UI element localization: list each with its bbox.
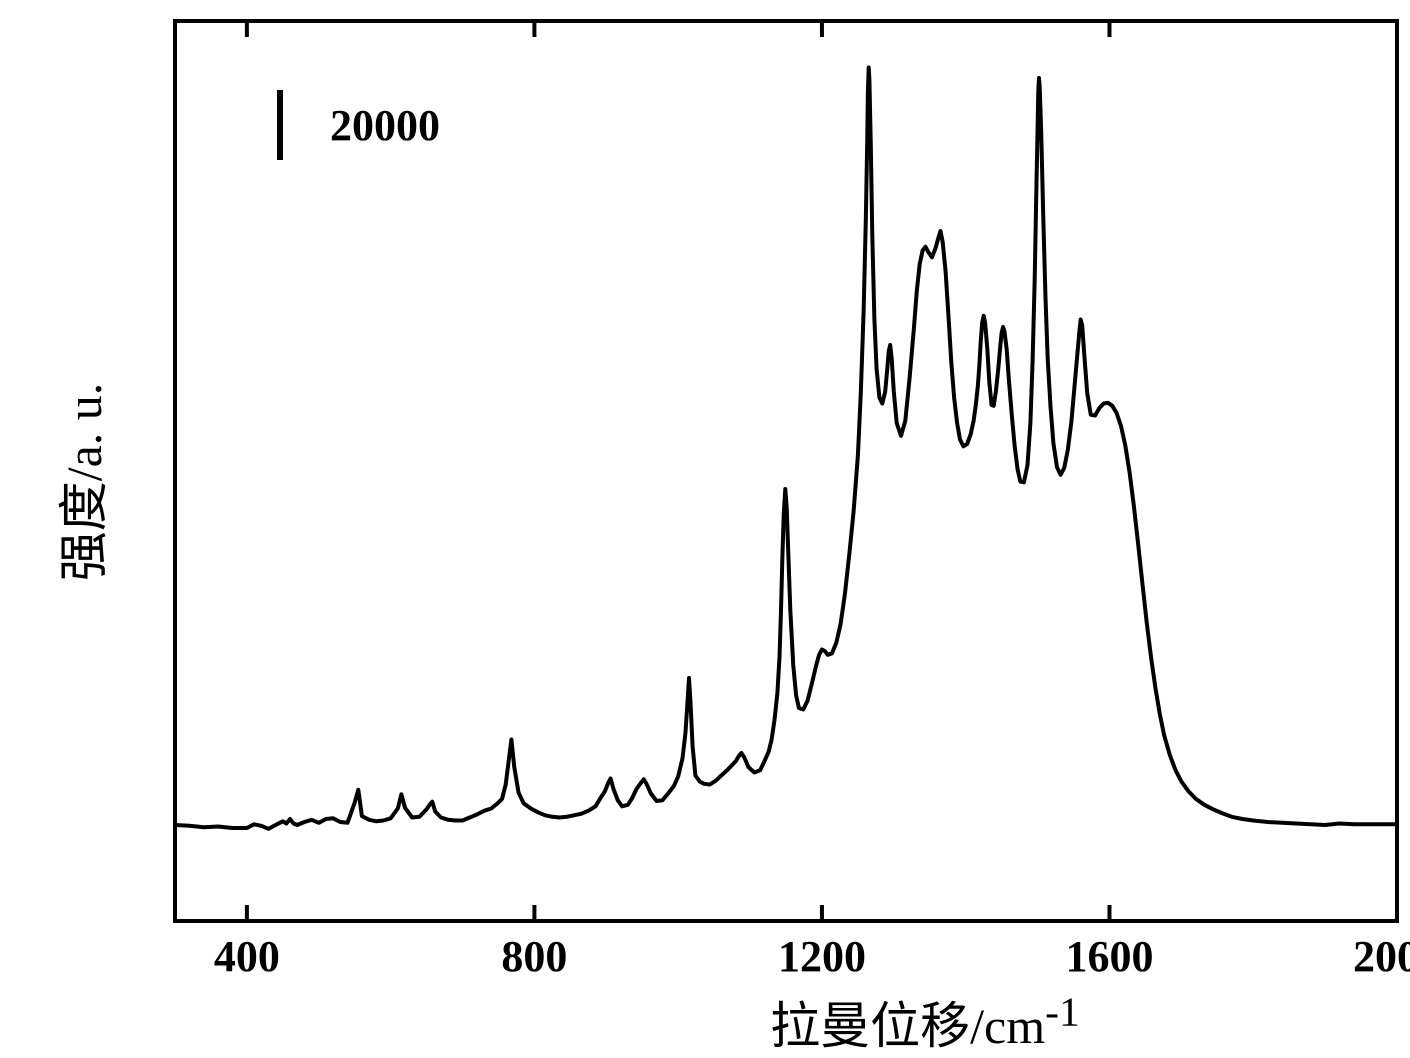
- x-tick-label: 800: [501, 931, 567, 982]
- raman-spectrum-figure: 强度/a. u. 拉曼位移/cm-1 20000 400 800 1200 1600 2…: [0, 0, 1410, 1051]
- chart-canvas: [0, 0, 1410, 1051]
- spectrum-trace: [175, 68, 1397, 829]
- x-tick-label: 2000: [1353, 931, 1410, 982]
- x-tick-label: 1600: [1065, 931, 1153, 982]
- x-tick-label: 400: [214, 931, 280, 982]
- x-axis-label: 拉曼位移/cm-1: [665, 986, 1185, 1058]
- plot-border: [175, 21, 1397, 921]
- x-axis-label-superscript: -1: [1045, 989, 1080, 1035]
- x-tick-label: 1200: [778, 931, 866, 982]
- y-axis-label: 强度/a. u.: [44, 362, 116, 602]
- scalebar-label: 20000: [330, 100, 440, 151]
- x-axis-label-text: 拉曼位移/cm: [770, 998, 1045, 1054]
